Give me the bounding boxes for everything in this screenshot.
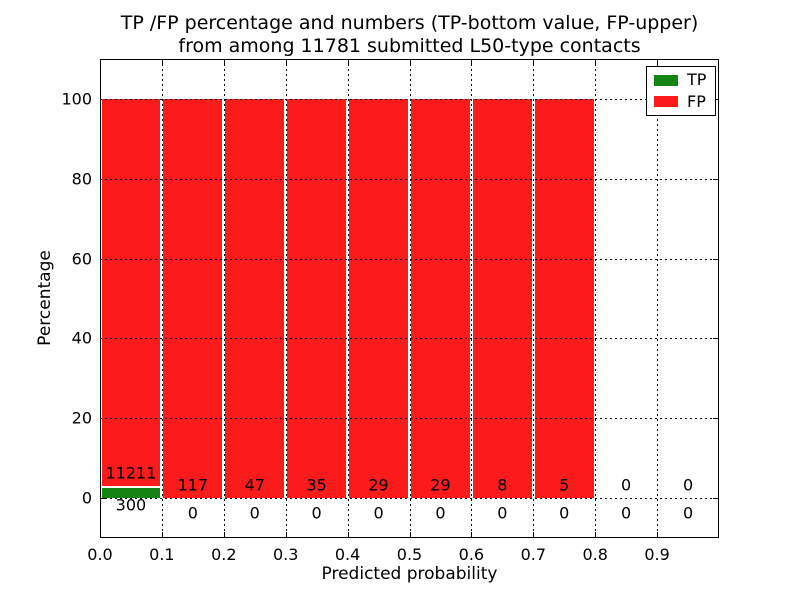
grid-line-vertical xyxy=(347,59,349,538)
x-tick-label: 0.0 xyxy=(87,545,113,564)
x-axis-label: Predicted probability xyxy=(321,564,498,584)
fp-count-label: 35 xyxy=(306,475,327,495)
chart-title-line2: from among 11781 submitted L50-type cont… xyxy=(178,35,641,57)
x-tick-label: 0.4 xyxy=(334,545,361,564)
grid-line-vertical xyxy=(285,59,287,538)
fp-count-label: 117 xyxy=(177,475,209,495)
grid-line-vertical xyxy=(223,59,225,538)
y-tick-label: 0 xyxy=(81,488,92,508)
fp-bar xyxy=(349,98,408,499)
y-tick-label: 60 xyxy=(71,249,92,269)
y-tick-label: 40 xyxy=(71,328,92,348)
tp-count-label: 0 xyxy=(497,503,508,523)
tp-count-label: 0 xyxy=(249,503,260,523)
legend: TP FP xyxy=(646,66,716,116)
fp-bar xyxy=(225,98,285,499)
x-tick-label: 0.5 xyxy=(396,545,423,564)
plot-border xyxy=(100,59,719,538)
tp-count-label: 0 xyxy=(187,503,198,523)
y-tick-label: 80 xyxy=(71,169,92,189)
y-tick-label: 100 xyxy=(61,89,92,109)
tp-count-label: 0 xyxy=(435,503,446,523)
chart-title-line1: TP /FP percentage and numbers (TP-bottom… xyxy=(120,12,699,34)
fp-count-label: 0 xyxy=(682,475,694,495)
fp-color-swatch xyxy=(654,96,678,108)
fp-count-label: 11211 xyxy=(105,463,157,483)
plot-area: 11211 300 117 0 47 0 35 0 29 0 29 0 8 0 5 0 0 0 0 0 xyxy=(100,59,719,538)
legend-entry-tp: TP xyxy=(647,72,715,88)
fp-bar xyxy=(101,98,161,486)
chart-title: TP /FP percentage and numbers (TP-bottom… xyxy=(100,12,719,58)
fp-bar xyxy=(472,98,532,499)
x-tick-label: 0.1 xyxy=(149,545,175,564)
fp-count-label: 47 xyxy=(244,475,265,495)
x-tick-label: 0.2 xyxy=(211,545,237,564)
tp-count-label: 0 xyxy=(311,503,322,523)
fp-count-label: 0 xyxy=(621,475,632,495)
fp-bar xyxy=(534,98,594,499)
legend-entry-fp: FP xyxy=(647,91,715,111)
tp-color-swatch xyxy=(654,74,678,86)
grid-line-vertical xyxy=(657,59,659,538)
tp-count-label: 0 xyxy=(621,503,632,523)
legend-label-tp: TP xyxy=(687,70,707,90)
fp-count-label: 29 xyxy=(430,475,451,495)
tp-bar xyxy=(101,487,161,499)
fp-bar xyxy=(163,98,223,499)
grid-line-vertical xyxy=(533,59,535,538)
fp-bar xyxy=(411,98,470,499)
x-tick-label: 0.9 xyxy=(644,545,670,564)
y-tick-label: 20 xyxy=(71,408,92,428)
legend-label-fp: FP xyxy=(687,91,706,111)
tp-count-label: 0 xyxy=(682,503,694,523)
grid-line-vertical xyxy=(161,59,163,538)
x-tick-label: 0.8 xyxy=(582,545,608,564)
tp-count-label: 0 xyxy=(559,503,570,523)
x-tick-label: 0.7 xyxy=(520,545,547,564)
x-tick-label: 0.6 xyxy=(458,545,485,564)
fp-count-label: 5 xyxy=(559,475,570,495)
tp-count-label: 300 xyxy=(115,495,147,515)
x-tick-label: 0.3 xyxy=(272,545,299,564)
grid-line-vertical xyxy=(595,59,597,538)
tp-count-label: 0 xyxy=(373,503,384,523)
grid-line-vertical xyxy=(409,59,411,538)
grid-line-vertical xyxy=(471,59,473,538)
fp-bar xyxy=(287,98,347,499)
fp-count-label: 29 xyxy=(368,475,389,495)
fp-count-label: 8 xyxy=(497,475,508,495)
